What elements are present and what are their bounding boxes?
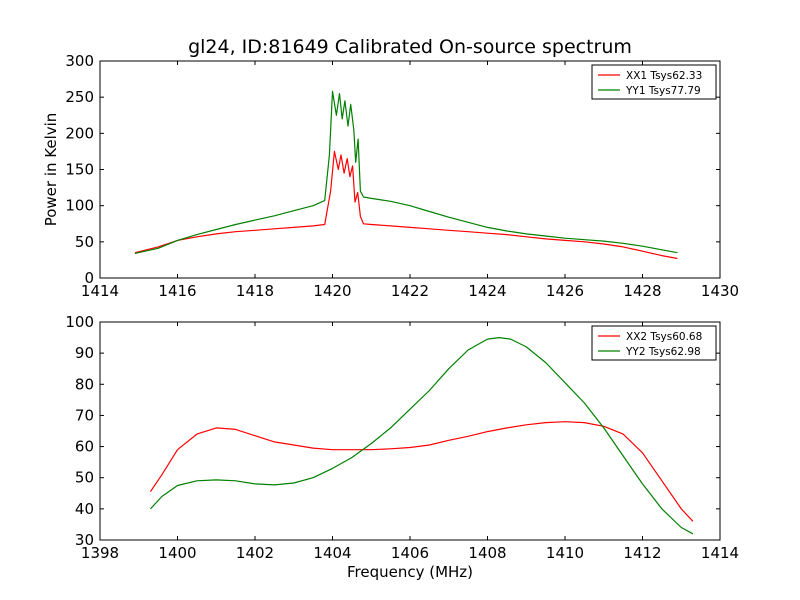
y-tick-label: 100 bbox=[65, 313, 94, 331]
x-tick-label: 1416 bbox=[158, 282, 196, 300]
x-tick-label: 1414 bbox=[81, 282, 119, 300]
figure-title: gl24, ID:81649 Calibrated On-source spec… bbox=[188, 36, 632, 58]
x-tick-label: 1398 bbox=[81, 544, 119, 562]
y-tick-label: 70 bbox=[75, 406, 94, 424]
series-line-2 bbox=[134, 90, 678, 254]
y-tick-label: 150 bbox=[65, 161, 94, 179]
legend-label-1: XX2 Tsys60.68 bbox=[626, 331, 702, 343]
x-tick-label: 1422 bbox=[391, 282, 429, 300]
y-tick-label: 300 bbox=[65, 52, 94, 70]
x-tick-label: 1428 bbox=[623, 282, 661, 300]
legend-box bbox=[591, 325, 717, 361]
y-tick-label: 60 bbox=[75, 438, 94, 456]
x-tick-label: 1424 bbox=[468, 282, 506, 300]
series-lines bbox=[134, 90, 678, 260]
x-tick-label: 1420 bbox=[313, 282, 351, 300]
y-tick-label: 0 bbox=[84, 269, 94, 287]
y-tick-label: 40 bbox=[75, 500, 94, 518]
y-tick-label: 50 bbox=[75, 233, 94, 251]
series-line-1 bbox=[149, 421, 694, 522]
y-tick-label: 250 bbox=[65, 88, 94, 106]
x-tick-label: 1426 bbox=[546, 282, 584, 300]
x-tick-label: 1418 bbox=[236, 282, 274, 300]
x-tick-label: 1430 bbox=[701, 282, 739, 300]
top-plot: 1414 1416 1418 1420 1422 1424 1426 1428 1430 0 50 1… bbox=[42, 52, 739, 300]
y-tick-label: 200 bbox=[65, 124, 94, 142]
series-line-1 bbox=[134, 150, 678, 260]
bottom-plot: 1398 1400 1402 1404 1406 1408 1410 1412 1414 30 40… bbox=[65, 313, 739, 581]
legend-box bbox=[591, 64, 717, 100]
x-axis-label: Frequency (MHz) bbox=[347, 563, 473, 581]
x-tick-label: 1406 bbox=[391, 544, 429, 562]
legend: XX2 Tsys60.68 YY2 Tsys62.98 bbox=[591, 325, 717, 361]
y-tick-label: 30 bbox=[75, 531, 94, 549]
y-tick-label: 80 bbox=[75, 375, 94, 393]
y-axis-label: Power in Kelvin bbox=[42, 113, 60, 227]
legend: XX1 Tsys62.33 YY1 Tsys77.79 bbox=[591, 64, 717, 100]
legend-label-1: XX1 Tsys62.33 bbox=[626, 70, 702, 82]
x-tick-label: 1412 bbox=[623, 544, 661, 562]
x-tick-label: 1400 bbox=[158, 544, 196, 562]
legend-label-2: YY1 Tsys77.79 bbox=[625, 85, 701, 97]
series-lines bbox=[149, 337, 694, 535]
x-tick-label: 1410 bbox=[546, 544, 584, 562]
y-tick-label: 100 bbox=[65, 197, 94, 215]
y-tick-label: 50 bbox=[75, 469, 94, 487]
x-tick-label: 1408 bbox=[468, 544, 506, 562]
x-tick-label: 1404 bbox=[313, 544, 351, 562]
y-tick-label: 90 bbox=[75, 344, 94, 362]
x-tick-label: 1402 bbox=[236, 544, 274, 562]
x-tick-label: 1414 bbox=[701, 544, 739, 562]
legend-label-2: YY2 Tsys62.98 bbox=[625, 346, 701, 358]
series-line-2 bbox=[149, 337, 694, 535]
